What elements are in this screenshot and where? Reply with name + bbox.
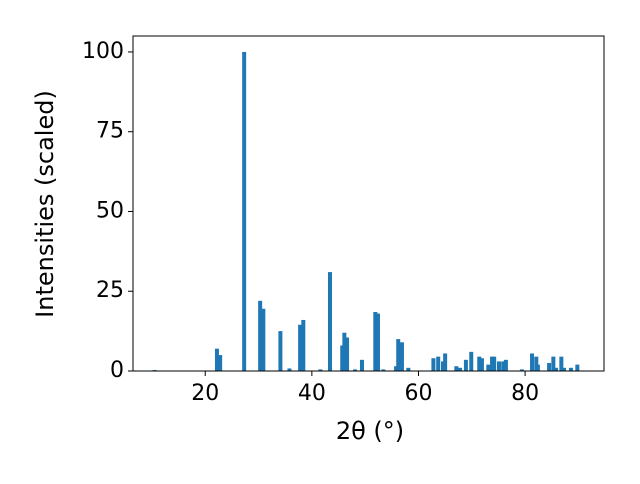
bar — [554, 367, 559, 371]
bar — [534, 356, 539, 371]
bar — [477, 356, 482, 371]
bar — [381, 369, 386, 371]
bar — [375, 313, 380, 371]
bar — [559, 356, 564, 371]
bar — [399, 342, 404, 371]
bar — [373, 311, 378, 371]
bar — [458, 367, 463, 371]
bar — [530, 353, 535, 371]
bar — [287, 368, 292, 371]
bar — [568, 367, 573, 371]
bar — [501, 361, 506, 371]
x-tick-label: 80 — [511, 381, 539, 406]
bar — [353, 369, 358, 371]
bar — [298, 324, 303, 371]
x-tick-label: 60 — [404, 381, 432, 406]
bar — [340, 345, 345, 371]
bar — [258, 300, 263, 371]
bar — [547, 363, 552, 371]
bar — [218, 355, 223, 371]
bar — [562, 367, 567, 371]
bar — [551, 356, 556, 371]
bar — [394, 366, 399, 371]
bar — [242, 51, 247, 371]
plot-frame — [132, 35, 605, 372]
bar — [436, 356, 441, 371]
bar — [490, 356, 495, 371]
y-tick-label: 100 — [82, 39, 124, 64]
bar — [519, 369, 524, 371]
y-tick-label: 25 — [96, 278, 124, 303]
bar — [431, 358, 436, 371]
bar — [327, 272, 332, 371]
y-tick-label: 0 — [110, 358, 124, 383]
bar — [496, 361, 501, 371]
bar — [503, 359, 508, 371]
bar — [261, 308, 266, 371]
bar — [301, 319, 306, 371]
bar — [575, 364, 580, 371]
bar — [492, 356, 497, 371]
bar — [454, 366, 459, 371]
bar — [318, 369, 323, 371]
bar — [345, 337, 350, 371]
bar — [278, 331, 283, 371]
y-axis-label: Intensities (scaled) — [31, 90, 59, 318]
bar — [396, 339, 401, 371]
bar — [469, 351, 474, 371]
bar — [359, 359, 364, 371]
bar — [479, 358, 484, 371]
bar — [342, 332, 347, 371]
y-tick-label: 50 — [96, 198, 124, 223]
bar — [406, 367, 411, 371]
bar — [535, 364, 540, 371]
bar — [443, 353, 448, 371]
y-tick-label: 75 — [96, 119, 124, 144]
bar — [486, 364, 491, 371]
bar — [441, 361, 446, 371]
x-tick-label: 40 — [298, 381, 326, 406]
bar — [214, 348, 219, 371]
x-tick-label: 20 — [191, 381, 219, 406]
x-axis-label: 2θ (°) — [336, 417, 404, 445]
bar — [463, 359, 468, 371]
